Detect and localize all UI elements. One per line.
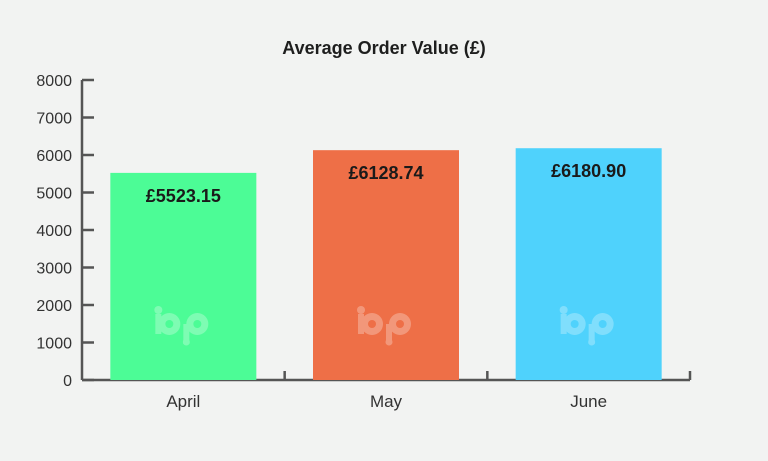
data-label: £6180.90 (551, 161, 626, 181)
chart-title: Average Order Value (£) (282, 38, 486, 58)
bp-logo-icon (154, 306, 209, 346)
y-tick-label: 4000 (36, 223, 72, 240)
bar-june[interactable] (515, 148, 662, 380)
y-tick-label: 5000 (36, 186, 72, 203)
y-tick-label: 8000 (36, 73, 72, 90)
bar-april[interactable] (110, 172, 257, 380)
y-tick-label: 6000 (36, 148, 72, 165)
y-tick-label: 2000 (36, 298, 72, 315)
bp-logo-icon (357, 306, 411, 346)
x-tick-label: June (570, 392, 607, 411)
x-tick-label: May (370, 392, 403, 411)
y-tick-label: 3000 (36, 261, 72, 278)
y-tick-label: 1000 (36, 336, 72, 353)
y-tick-label: 7000 (36, 111, 72, 128)
bar-may[interactable] (313, 150, 459, 380)
x-tick-label: April (166, 392, 200, 411)
data-label: £6128.74 (348, 163, 423, 183)
data-label: £5523.15 (146, 186, 221, 206)
bp-logo-icon (559, 306, 614, 346)
y-tick-label: 0 (63, 373, 72, 390)
